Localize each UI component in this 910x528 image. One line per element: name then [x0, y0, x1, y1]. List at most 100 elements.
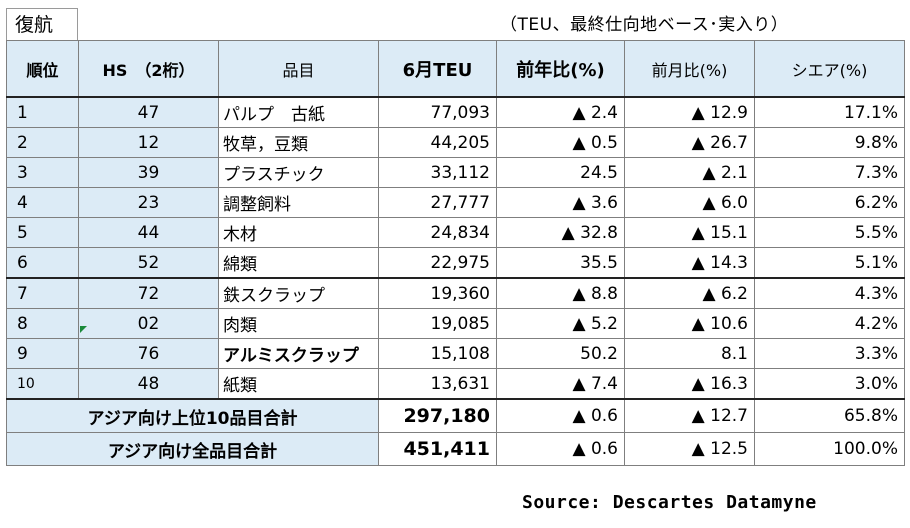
hs-cell: 47: [78, 96, 219, 128]
total-mom-cell: ▲ 12.7: [624, 398, 755, 433]
rank-cell: 8: [6, 308, 79, 339]
teu-cell: 33,112: [378, 157, 497, 188]
mom-cell: ▲ 16.3: [624, 368, 755, 400]
yoy-cell: ▲ 8.8: [496, 277, 625, 309]
item-cell: 鉄スクラップ: [218, 277, 379, 309]
mom-cell: ▲ 15.1: [624, 217, 755, 248]
rank-cell: 1: [6, 96, 79, 128]
mom-cell: ▲ 6.2: [624, 277, 755, 309]
item-cell: 調整飼料: [218, 187, 379, 218]
item-cell: 綿類: [218, 247, 379, 279]
total-mom-cell: ▲ 12.5: [624, 432, 755, 466]
mom-cell: ▲ 26.7: [624, 127, 755, 158]
total-label: アジア向け上位10品目合計: [6, 398, 379, 433]
teu-cell: 44,205: [378, 127, 497, 158]
share-cell: 6.2%: [754, 187, 905, 218]
table-row: 9 76 アルミスクラップ 15,108 50.2 8.1 3.3%: [6, 338, 905, 369]
total-share-cell: 65.8%: [754, 398, 905, 433]
item-cell: パルプ 古紙: [218, 96, 379, 128]
unit-note: （TEU、最終仕向地ベース･実入り）: [500, 15, 789, 35]
total-teu-cell: 297,180: [378, 398, 497, 433]
share-cell: 7.3%: [754, 157, 905, 188]
col-rank: 順位: [6, 40, 79, 98]
cargo-ranking-table: 順位 HS （2桁） 品目 6月TEU 前年比(%) 前月比(%) シエア(%)…: [6, 40, 905, 466]
source-note: Source: Descartes Datamyne: [522, 492, 817, 513]
hs-cell: 72: [78, 277, 219, 309]
yoy-cell: ▲ 5.2: [496, 308, 625, 339]
share-cell: 3.3%: [754, 338, 905, 369]
table-row: 2 12 牧草，豆類 44,205 ▲ 0.5 ▲ 26.7 9.8%: [6, 127, 905, 158]
mom-cell: ▲ 2.1: [624, 157, 755, 188]
table-row: 4 23 調整飼料 27,777 ▲ 3.6 ▲ 6.0 6.2%: [6, 187, 905, 218]
rank-cell: 2: [6, 127, 79, 158]
col-mom: 前月比(%): [624, 40, 755, 98]
teu-cell: 19,085: [378, 308, 497, 339]
yoy-cell: 24.5: [496, 157, 625, 188]
yoy-cell: ▲ 0.5: [496, 127, 625, 158]
yoy-cell: ▲ 32.8: [496, 217, 625, 248]
teu-cell: 19,360: [378, 277, 497, 309]
share-cell: 4.3%: [754, 277, 905, 309]
table-row: 1 47 パルプ 古紙 77,093 ▲ 2.4 ▲ 12.9 17.1%: [6, 96, 905, 128]
yoy-cell: 35.5: [496, 247, 625, 279]
yoy-cell: 50.2: [496, 338, 625, 369]
col-item: 品目: [218, 40, 379, 98]
col-share: シエア(%): [754, 40, 905, 98]
teu-cell: 24,834: [378, 217, 497, 248]
total-label: アジア向け全品目合計: [6, 432, 379, 466]
table-row: 7 72 鉄スクラップ 19,360 ▲ 8.8 ▲ 6.2 4.3%: [6, 277, 905, 309]
col-hs: HS （2桁）: [78, 40, 219, 98]
rank-cell: 6: [6, 247, 79, 279]
rank-cell: 5: [6, 217, 79, 248]
rank-cell: 9: [6, 338, 79, 369]
item-cell: 紙類: [218, 368, 379, 400]
hs-cell: 39: [78, 157, 219, 188]
share-cell: 3.0%: [754, 368, 905, 400]
yoy-cell: ▲ 3.6: [496, 187, 625, 218]
table-row: 3 39 プラスチック 33,112 24.5 ▲ 2.1 7.3%: [6, 157, 905, 188]
item-cell: 牧草，豆類: [218, 127, 379, 158]
item-cell: 肉類: [218, 308, 379, 339]
mom-cell: ▲ 10.6: [624, 308, 755, 339]
hs-cell: 02: [78, 308, 219, 339]
hs-cell: 44: [78, 217, 219, 248]
share-cell: 17.1%: [754, 96, 905, 128]
share-cell: 5.5%: [754, 217, 905, 248]
total-teu-cell: 451,411: [378, 432, 497, 466]
hs-cell: 12: [78, 127, 219, 158]
teu-cell: 77,093: [378, 96, 497, 128]
col-teu: 6月TEU: [378, 40, 497, 98]
rank-cell: 10: [6, 368, 79, 400]
item-cell: 木材: [218, 217, 379, 248]
mom-cell: ▲ 6.0: [624, 187, 755, 218]
mom-cell: ▲ 14.3: [624, 247, 755, 279]
mom-cell: 8.1: [624, 338, 755, 369]
hs-cell: 48: [78, 368, 219, 400]
total-row: アジア向け上位10品目合計 297,180 ▲ 0.6 ▲ 12.7 65.8%: [6, 398, 905, 433]
share-cell: 9.8%: [754, 127, 905, 158]
total-share-cell: 100.0%: [754, 432, 905, 466]
header-row: 順位 HS （2桁） 品目 6月TEU 前年比(%) 前月比(%) シエア(%): [6, 40, 905, 98]
teu-cell: 15,108: [378, 338, 497, 369]
share-cell: 4.2%: [754, 308, 905, 339]
hs-cell: 23: [78, 187, 219, 218]
item-cell: プラスチック: [218, 157, 379, 188]
rank-cell: 4: [6, 187, 79, 218]
yoy-cell: ▲ 2.4: [496, 96, 625, 128]
yoy-cell: ▲ 7.4: [496, 368, 625, 400]
total-yoy-cell: ▲ 0.6: [496, 432, 625, 466]
total-row: アジア向け全品目合計 451,411 ▲ 0.6 ▲ 12.5 100.0%: [6, 432, 905, 466]
comment-flag-icon: [80, 326, 87, 333]
item-cell: アルミスクラップ: [218, 338, 379, 369]
table-row: 10 48 紙類 13,631 ▲ 7.4 ▲ 16.3 3.0%: [6, 368, 905, 400]
share-cell: 5.1%: [754, 247, 905, 279]
teu-cell: 27,777: [378, 187, 497, 218]
hs-cell: 76: [78, 338, 219, 369]
mom-cell: ▲ 12.9: [624, 96, 755, 128]
table-label: 復航: [6, 8, 78, 40]
rank-cell: 3: [6, 157, 79, 188]
total-yoy-cell: ▲ 0.6: [496, 398, 625, 433]
table-row: 6 52 綿類 22,975 35.5 ▲ 14.3 5.1%: [6, 247, 905, 279]
col-yoy: 前年比(%): [496, 40, 625, 98]
hs-cell: 52: [78, 247, 219, 279]
